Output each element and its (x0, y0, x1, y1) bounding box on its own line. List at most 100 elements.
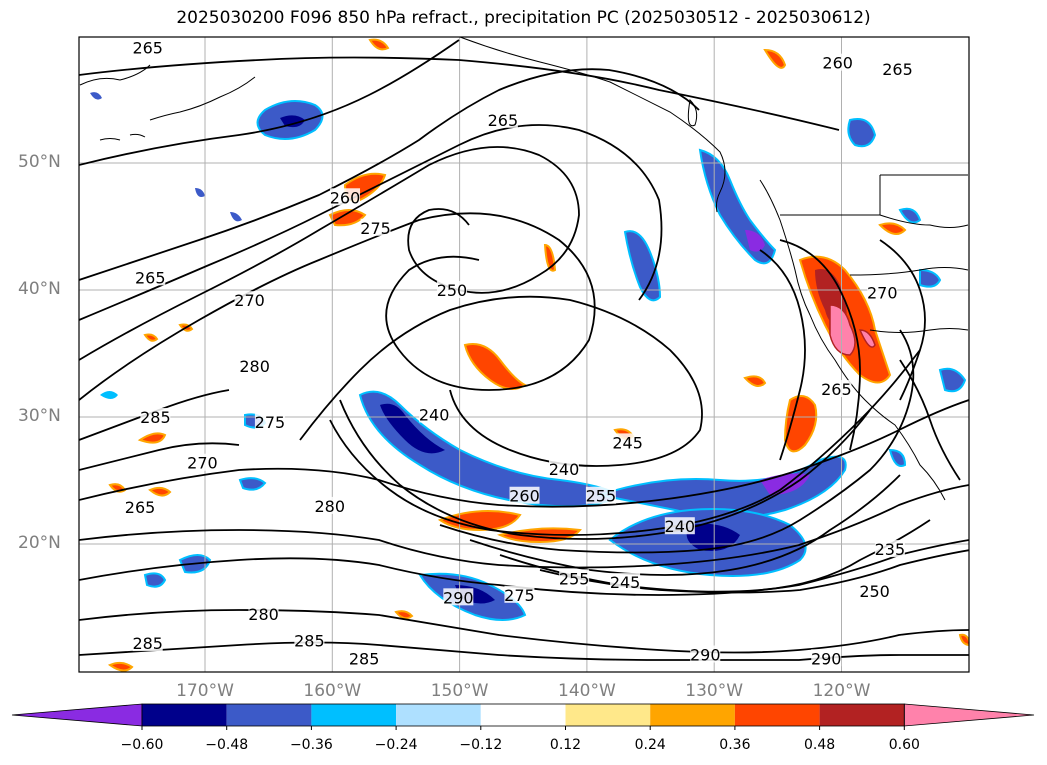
colorbar-tick-label: −0.60 (120, 737, 164, 753)
colorbar-extend-min (11, 703, 143, 727)
colorbar-tick-label: −0.12 (459, 737, 503, 753)
colorbar-tick-label: 0.24 (634, 737, 666, 753)
colorbar-tick-label: −0.24 (374, 737, 418, 753)
gridlines (79, 37, 969, 672)
longitude-label: 150°W (430, 681, 489, 701)
contour-label: 265 (821, 380, 852, 399)
contour-label: 265 (132, 38, 163, 57)
contour-label: 265 (882, 60, 913, 79)
contour-label-bg (436, 281, 467, 298)
colorbar-segment (226, 704, 312, 726)
contour-label: 275 (360, 219, 391, 238)
contour-label-bg (234, 291, 265, 309)
contour-label-bg (132, 38, 163, 56)
longitude-label: 160°W (303, 681, 362, 701)
contour-label-bg (509, 486, 540, 504)
contour-label-bg (349, 649, 380, 667)
colorbar-tick-label: 0.60 (888, 737, 920, 753)
contour-label: 270 (867, 284, 898, 303)
contour-label-bg (330, 188, 361, 206)
contour-label: 285 (132, 634, 163, 653)
contour-label-bg (867, 283, 898, 301)
colorbar-segment (311, 704, 397, 726)
colorbar-extend-max (903, 703, 1035, 727)
contour-label: 240 (549, 460, 580, 479)
contour-label: 280 (239, 357, 270, 376)
contour-label-bg (360, 218, 391, 236)
contour-label: 250 (859, 582, 890, 601)
longitude-label: 130°W (685, 681, 744, 701)
map-title: 2025030200 F096 850 hPa refract., precip… (176, 8, 871, 28)
contour-label-bg (187, 453, 218, 471)
contour-label-bg (248, 604, 279, 622)
colorbar-segment (819, 704, 905, 726)
contour-label-bg (664, 517, 695, 535)
contour-label-bg (822, 53, 853, 71)
colorbar-tick-label: 0.36 (719, 737, 751, 753)
colorbar-tick-label: −0.36 (289, 737, 333, 753)
contour-labels: 265 260 265 265 260 275 265 270 250 280 285 275 240 2… (125, 38, 913, 668)
contour-label: 285 (349, 649, 380, 668)
contour-label: 280 (248, 605, 279, 624)
colorbar-segment (142, 704, 227, 726)
colorbar-tick-label: 0.48 (804, 737, 836, 753)
contour-label-bg (612, 433, 643, 451)
contour-label: 255 (559, 569, 590, 588)
contour-label: 265 (125, 498, 156, 517)
contour-label: 285 (140, 408, 171, 427)
contour-label: 290 (811, 649, 842, 668)
contour-label: 280 (314, 497, 345, 516)
contour-label: 270 (187, 454, 218, 473)
contour-label-bg (294, 631, 325, 649)
contour-label-bg (504, 585, 535, 603)
contour-label-bg (140, 408, 171, 425)
contour-label: 245 (612, 433, 643, 452)
contour-label: 255 (586, 487, 617, 506)
colorbar-tick-label: −0.48 (205, 737, 249, 753)
contour-label-bg (874, 540, 905, 558)
colorbar-segment (650, 704, 735, 726)
contour-label-bg (443, 588, 474, 606)
contour-label-bg (811, 649, 842, 667)
contour-label: 265 (135, 268, 166, 287)
contour-label-bg (548, 460, 579, 478)
colorbar-segment (565, 704, 651, 726)
contour-label-bg (314, 496, 345, 514)
contour-label-bg (585, 486, 616, 504)
colorbar-segment (480, 704, 566, 726)
contour-label-bg (690, 645, 721, 663)
latitude-label: 20°N (18, 533, 61, 553)
contour-label-bg (125, 498, 156, 516)
latitude-label: 40°N (18, 279, 61, 299)
contour-label-bg (610, 573, 641, 591)
contour-label-bg (487, 110, 518, 128)
contour-label-bg (132, 634, 163, 652)
contour-label-bg (239, 357, 270, 375)
contour-label: 240 (419, 405, 450, 424)
contour-label-bg (559, 569, 590, 587)
contour-label: 260 (509, 487, 540, 506)
contour-label: 245 (610, 573, 641, 592)
contour-label: 240 (665, 517, 696, 536)
contour-label-bg (419, 405, 450, 423)
contour-label: 290 (690, 645, 721, 664)
contour-label: 290 (443, 588, 474, 607)
contour-label: 285 (294, 632, 325, 651)
colorbar-segment (396, 704, 481, 726)
contour-label-bg (135, 268, 166, 286)
longitude-label: 170°W (176, 681, 234, 701)
contour-label: 260 (330, 188, 361, 207)
contour-label-bg (821, 380, 852, 398)
longitude-label: 120°W (812, 681, 871, 701)
colorbar-frame (141, 703, 905, 727)
contour-label: 275 (255, 413, 286, 432)
latitude-label: 30°N (18, 406, 61, 426)
contour-label-bg (254, 413, 285, 431)
contour-label: 250 (437, 281, 468, 300)
contour-label-bg (859, 581, 890, 599)
contour-label: 265 (488, 111, 519, 130)
latitude-label: 50°N (18, 152, 61, 172)
contour-label: 275 (504, 586, 535, 605)
